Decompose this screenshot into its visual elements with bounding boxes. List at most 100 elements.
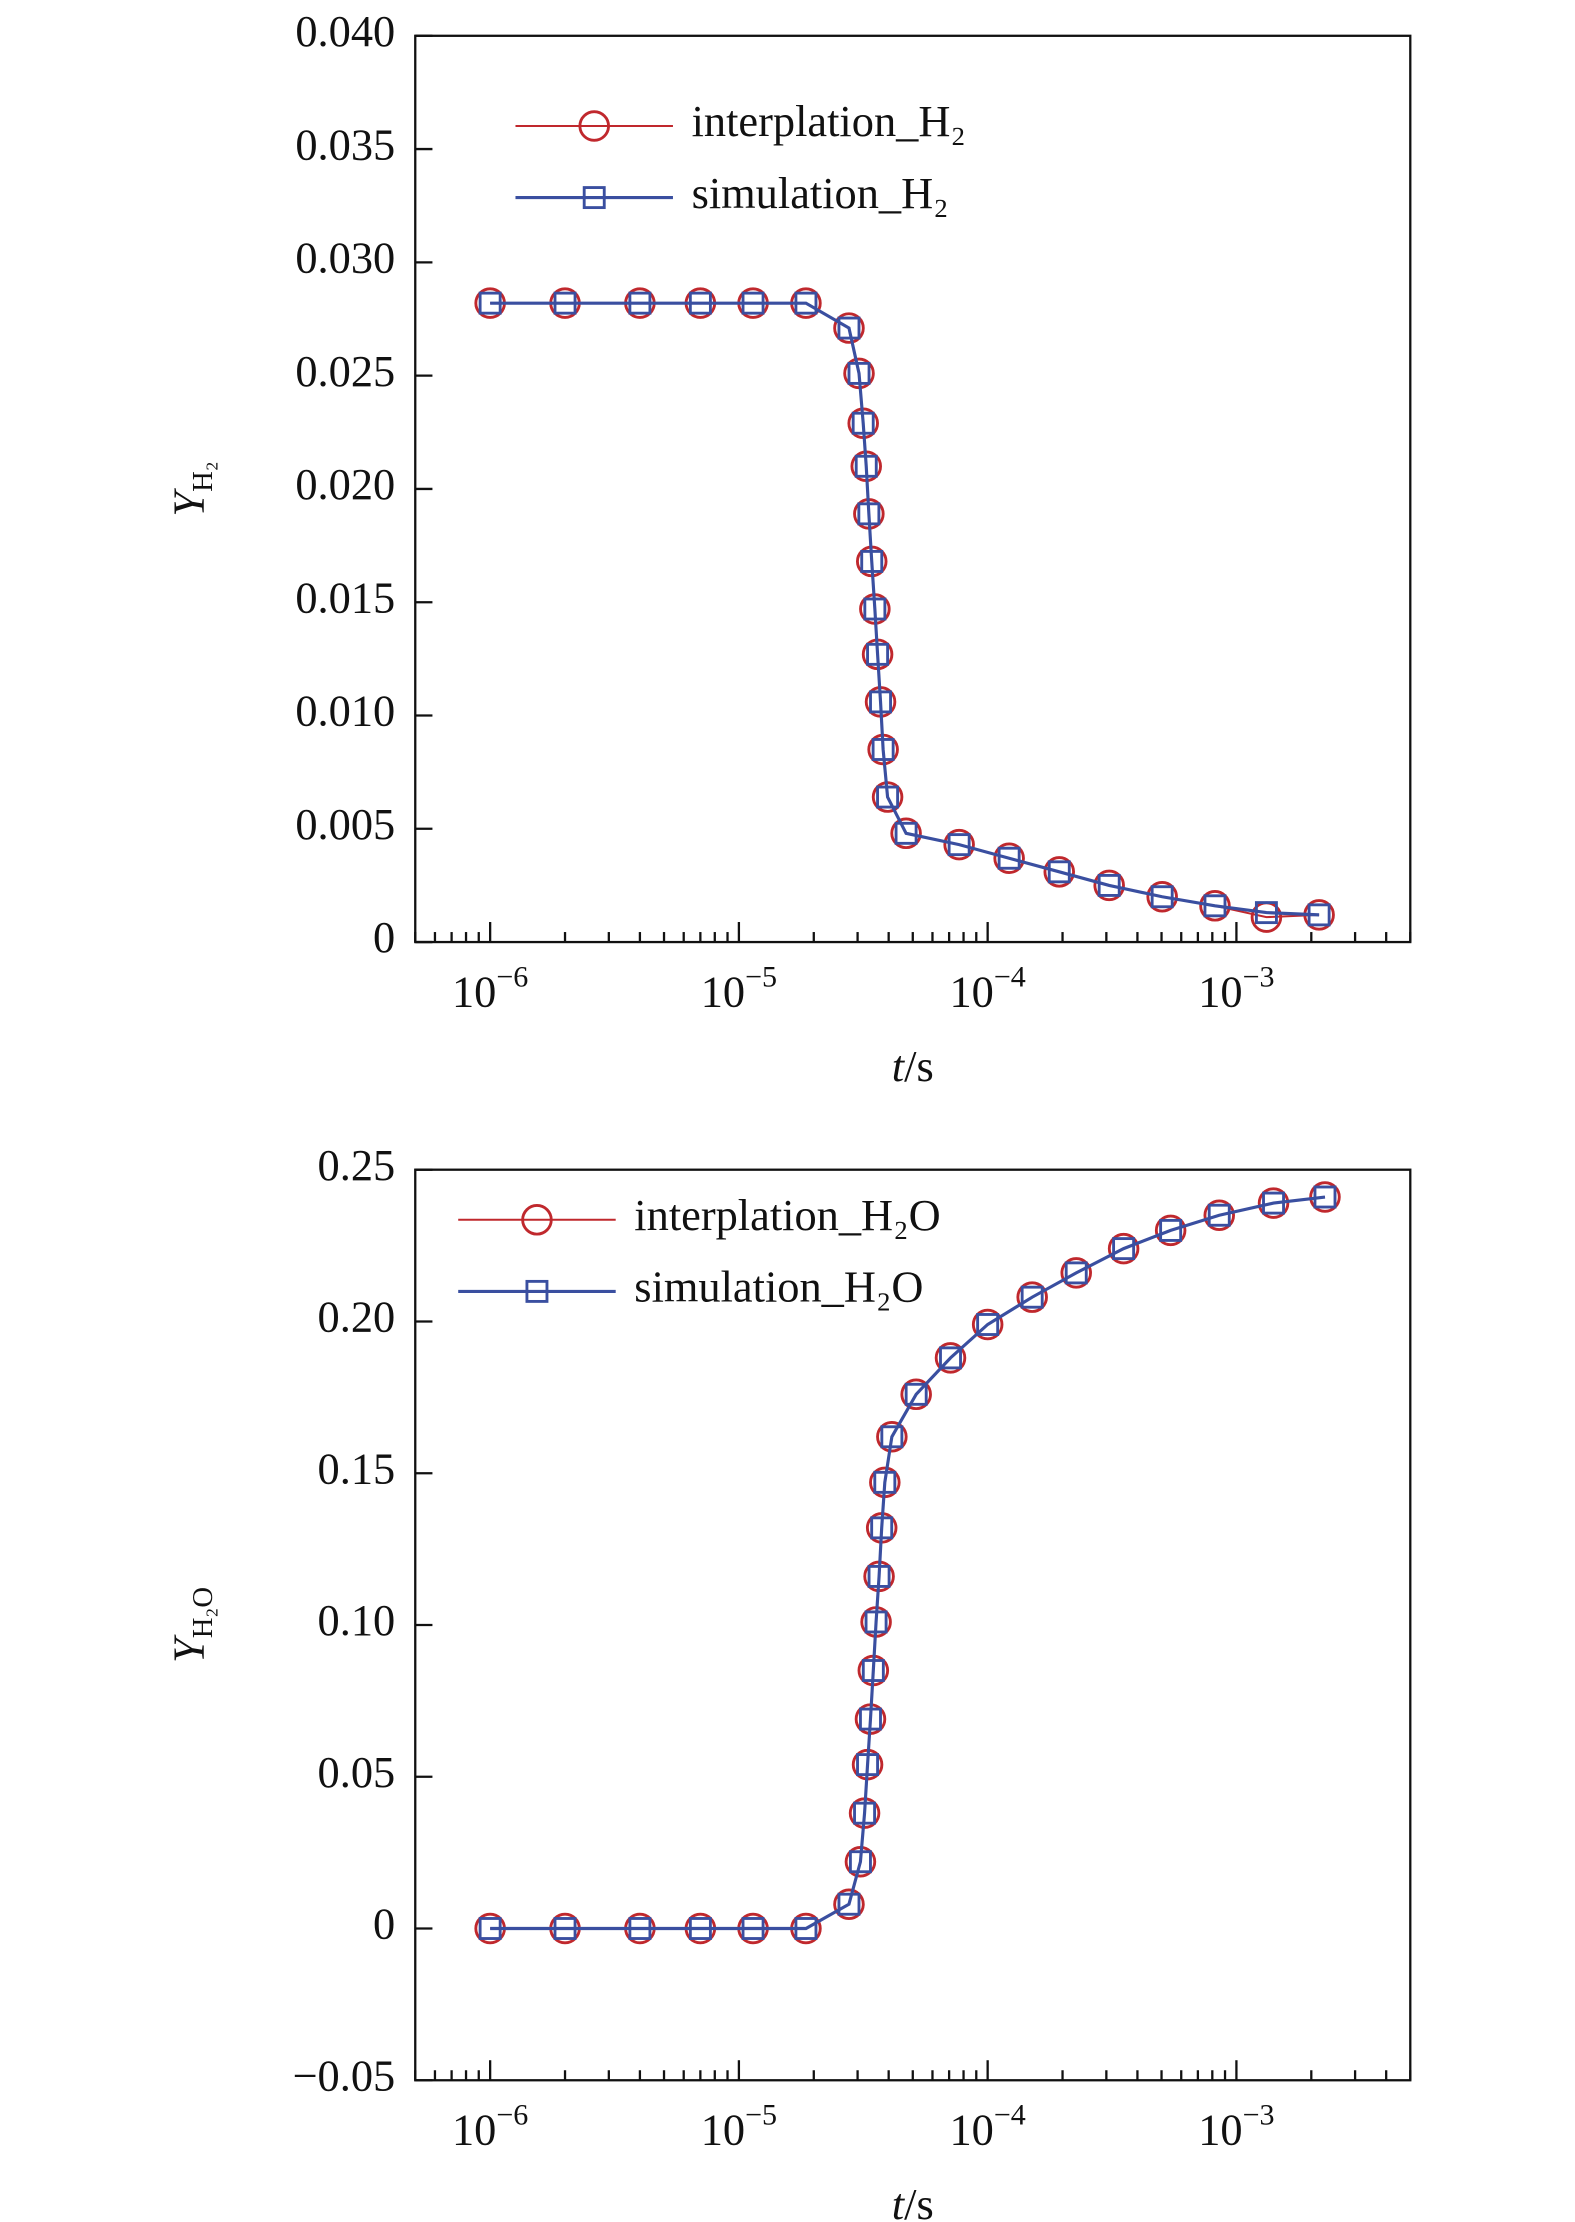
x-tick-label: 10−4 (949, 959, 1025, 1016)
y-tick-label: 0 (373, 912, 395, 962)
marker-circle (890, 817, 922, 850)
series-line (490, 302, 1320, 919)
marker-square (794, 291, 818, 315)
x-tick-exponent: −5 (745, 2097, 777, 2131)
marker-circle (1093, 869, 1125, 902)
y-tick-label: 0.005 (295, 799, 395, 849)
marker-square (1020, 1285, 1044, 1309)
marker-square (976, 1313, 1000, 1336)
x-tick-label: 10−6 (452, 959, 528, 1016)
y-tick-label: 0.010 (295, 686, 395, 736)
x-tick-exponent: −3 (1243, 2097, 1275, 2131)
marker-square (525, 1279, 549, 1303)
marker-square (582, 186, 606, 210)
x-tick-label: 10−3 (1198, 959, 1274, 1016)
x-axis-label: t/s (892, 2179, 934, 2222)
marker-square (837, 316, 861, 340)
x-tick-base: 10 (452, 2105, 496, 2155)
marker-square (1313, 1185, 1337, 1209)
marker-square (1047, 860, 1071, 884)
marker-circle (1043, 856, 1075, 888)
marker-square (876, 785, 900, 809)
x-label-var: t (892, 1041, 906, 1091)
marker-circle (1203, 1199, 1235, 1231)
marker-square (939, 1346, 962, 1370)
marker-square (478, 291, 502, 315)
y-tick-label: 0.025 (295, 346, 395, 396)
marker-square (870, 1516, 894, 1540)
marker-square (864, 1610, 888, 1634)
marker-circle (876, 1421, 908, 1453)
x-tick-exponent: −4 (994, 2097, 1026, 2131)
y-tick-label: 0.035 (295, 119, 395, 169)
marker-square (1262, 1191, 1285, 1215)
x-tick-base: 10 (949, 2105, 993, 2155)
y-tick-label: 0.030 (295, 233, 395, 283)
marker-circle (900, 1378, 932, 1411)
marker-square (854, 454, 878, 478)
marker-square (553, 1917, 577, 1940)
marker-square (478, 1917, 502, 1940)
marker-circle (1107, 1232, 1140, 1265)
marker-square (688, 291, 712, 315)
legend-label: simulation_H₂O (634, 1262, 923, 1312)
y-tick-label: 0.05 (318, 1747, 396, 1797)
marker-square (863, 597, 887, 621)
x-label-var: t (892, 2179, 906, 2222)
y-tick-label: 0.15 (318, 1443, 396, 1493)
marker-square (873, 1470, 897, 1494)
marker-square (867, 1564, 891, 1588)
marker-square (859, 1707, 882, 1731)
marker-square (1307, 903, 1331, 927)
marker-square (869, 690, 892, 714)
marker-circle (1309, 1181, 1341, 1213)
x-tick-label: 10−3 (1198, 2097, 1274, 2154)
x-tick-exponent: −6 (496, 959, 528, 993)
y-axis-label: YH₂ (164, 461, 219, 516)
marker-square (847, 361, 871, 385)
marker-square (880, 1425, 904, 1449)
marker-square (1207, 1203, 1231, 1227)
marker-circle (934, 1342, 967, 1374)
marker-square (871, 738, 895, 761)
marker-square (848, 1850, 872, 1874)
marker-square (997, 846, 1021, 870)
x-tick-label: 10−5 (701, 959, 777, 1016)
x-tick-label: 10−5 (701, 2097, 777, 2154)
legend-label: interplation_H₂O (634, 1190, 940, 1240)
marker-square (1159, 1218, 1183, 1242)
x-tick-exponent: −3 (1243, 959, 1275, 993)
marker-circle (1199, 890, 1231, 922)
marker-square (1203, 894, 1227, 918)
marker-square (837, 1892, 861, 1916)
marker-square (853, 1801, 877, 1825)
y-axis-label: YH₂O (164, 1587, 219, 1663)
x-axis-label: t/s (892, 1041, 934, 1091)
legend-label: simulation_H₂ (692, 168, 949, 218)
marker-circle (1146, 880, 1178, 913)
marker-square (851, 411, 875, 435)
marker-circle (521, 1204, 553, 1236)
x-tick-base: 10 (701, 967, 745, 1017)
y-label-sub: H₂O (186, 1587, 218, 1638)
y-label-var: Y (164, 488, 214, 517)
marker-square (628, 291, 652, 315)
x-tick-base: 10 (452, 967, 496, 1017)
marker-circle (833, 1888, 865, 1920)
marker-square (1097, 873, 1121, 897)
marker-square (741, 1917, 765, 1940)
marker-square (866, 642, 890, 666)
marker-square (1150, 885, 1174, 909)
marker-circle (993, 842, 1025, 874)
marker-square (894, 821, 918, 845)
marker-square (1064, 1261, 1088, 1285)
marker-circle (971, 1308, 1004, 1341)
marker-square (860, 549, 884, 573)
marker-square (628, 1917, 652, 1940)
marker-square (856, 1753, 880, 1777)
y-tick-label: 0.10 (318, 1595, 396, 1645)
x-tick-base: 10 (1198, 967, 1242, 1017)
x-tick-exponent: −6 (496, 2097, 528, 2131)
